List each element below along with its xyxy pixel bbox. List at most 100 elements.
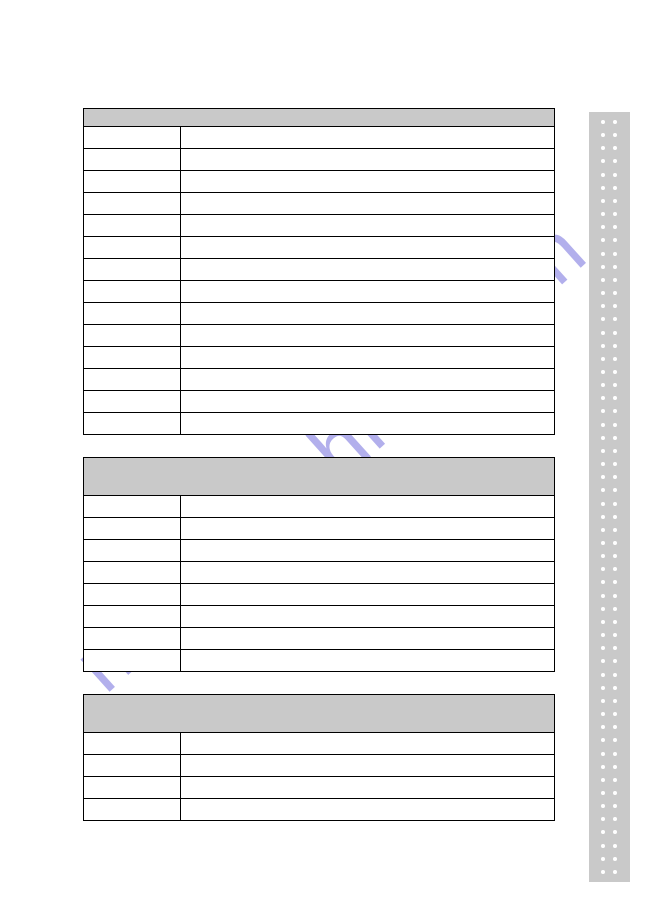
row-value [181,540,555,562]
row-value [181,237,555,259]
dot-icon [613,449,617,453]
row-value [181,325,555,347]
table-row [84,518,555,540]
dot-icon [613,712,617,716]
table-row [84,259,555,281]
row-label [84,281,181,303]
dot-icon [613,830,617,834]
row-label [84,496,181,518]
dot-icon [613,502,617,506]
dot-icon [613,146,617,150]
dot-icon [601,133,605,137]
row-value [181,303,555,325]
dot-icon [613,462,617,466]
dot-icon [613,646,617,650]
table-row [84,755,555,777]
dot-icon [601,199,605,203]
table-row [84,777,555,799]
dot-icon [601,646,605,650]
dot-icon [613,159,617,163]
row-label [84,237,181,259]
dot-icon [601,580,605,584]
dot-icon [613,844,617,848]
dot-icon [613,752,617,756]
dot-icon [613,225,617,229]
dot-icon [601,186,605,190]
dot-icon [601,752,605,756]
dot-icon [613,554,617,558]
row-value [181,777,555,799]
dot-icon [601,344,605,348]
dot-column [613,120,617,874]
table-row [84,347,555,369]
table-row [84,215,555,237]
row-label [84,518,181,540]
dot-icon [613,765,617,769]
dot-icon [613,607,617,611]
table-row [84,650,555,672]
spec-table-b [83,457,555,672]
dot-icon [613,370,617,374]
row-label [84,562,181,584]
row-label [84,628,181,650]
dot-icon [613,817,617,821]
dot-icon [601,725,605,729]
row-label [84,540,181,562]
dot-icon [601,502,605,506]
dot-icon [601,304,605,308]
side-index-tab [589,112,630,882]
table-row [84,127,555,149]
dot-icon [613,186,617,190]
table-row [84,237,555,259]
row-value [181,259,555,281]
row-value [181,149,555,171]
row-value [181,281,555,303]
dot-icon [613,409,617,413]
dot-icon [601,475,605,479]
table-row [84,628,555,650]
dot-icon [601,541,605,545]
dot-icon [601,791,605,795]
dot-icon [601,370,605,374]
dot-icon [601,238,605,242]
dot-icon [601,488,605,492]
dot-icon [601,594,605,598]
dot-icon [601,357,605,361]
dot-icon [613,738,617,742]
row-label [84,391,181,413]
dot-icon [601,146,605,150]
dot-icon [601,844,605,848]
dot-icon [613,725,617,729]
dot-icon [601,331,605,335]
row-value [181,391,555,413]
dot-icon [601,265,605,269]
dot-icon [613,212,617,216]
row-value [181,171,555,193]
row-label [84,650,181,672]
row-value [181,799,555,821]
table-row [84,799,555,821]
dot-icon [601,212,605,216]
row-label [84,755,181,777]
dot-icon [601,225,605,229]
dot-icon [601,620,605,624]
dot-icon [601,633,605,637]
table-row [84,584,555,606]
row-value [181,628,555,650]
dot-icon [601,120,605,124]
row-value [181,650,555,672]
dot-icon [601,383,605,387]
dot-icon [601,870,605,874]
dot-icon [601,712,605,716]
dot-icon [613,238,617,242]
row-label [84,606,181,628]
dot-icon [613,252,617,256]
dot-icon [601,817,605,821]
dot-icon [613,173,617,177]
row-label [84,799,181,821]
dot-icon [601,738,605,742]
dot-icon [601,528,605,532]
row-value [181,562,555,584]
dot-icon [613,580,617,584]
dot-column [601,120,605,874]
